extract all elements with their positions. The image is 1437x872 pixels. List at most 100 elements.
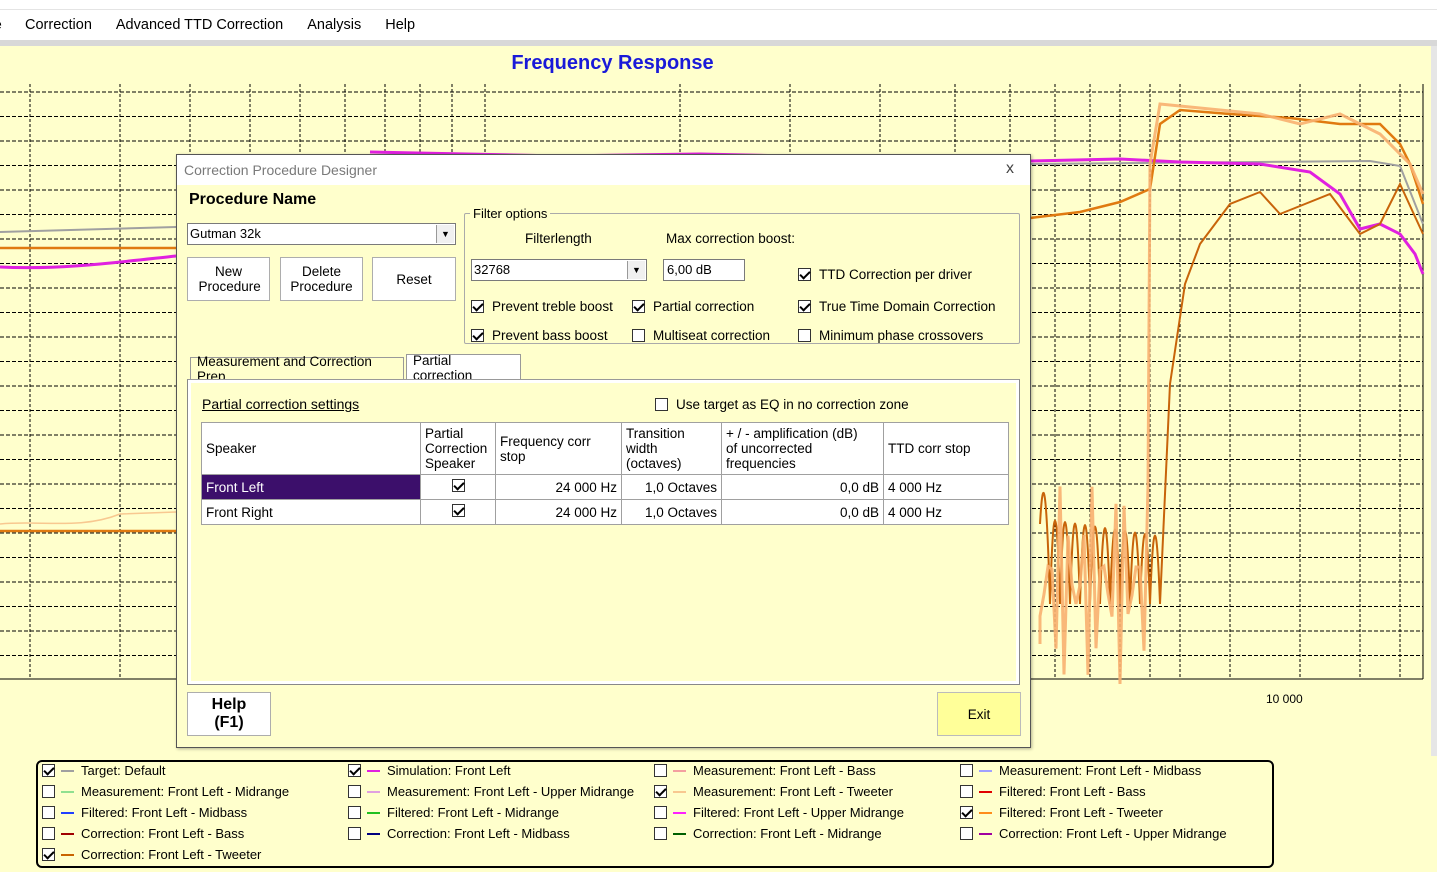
legend-checkbox[interactable] xyxy=(654,785,667,798)
freq-stop-cell[interactable]: 24 000 Hz xyxy=(495,499,622,525)
col-speaker: Speaker xyxy=(201,422,421,475)
partial-correction-table: Speaker Partial Correction Speaker Frequ… xyxy=(201,422,1009,525)
legend-checkbox[interactable] xyxy=(654,764,667,777)
window-top-strip xyxy=(0,0,1437,10)
menu-help[interactable]: Help xyxy=(385,17,416,33)
partial-settings-heading[interactable]: Partial correction settings xyxy=(202,396,360,412)
max-boost-input[interactable]: 6,00 dB xyxy=(663,259,745,281)
use-target-eq-box[interactable] xyxy=(655,398,668,411)
legend-item[interactable]: Correction: Front Left - Tweeter xyxy=(42,847,261,862)
tab-measurement-prep[interactable]: Measurement and Correction Prep xyxy=(190,354,404,384)
close-icon[interactable]: x xyxy=(1006,160,1014,177)
min-phase-box[interactable] xyxy=(798,329,811,342)
legend-swatch xyxy=(367,811,380,814)
legend-item[interactable]: Correction: Front Left - Upper Midrange xyxy=(960,826,1227,841)
legend-label: Measurement: Front Left - Midrange xyxy=(81,784,290,799)
legend-item[interactable]: Filtered: Front Left - Midrange xyxy=(348,805,559,820)
legend-checkbox[interactable] xyxy=(960,806,973,819)
partial-cell[interactable] xyxy=(420,474,496,500)
legend-checkbox[interactable] xyxy=(654,827,667,840)
delete-procedure-button[interactable]: Delete Procedure xyxy=(280,257,363,301)
procedure-select[interactable]: Gutman 32k ▼ xyxy=(187,223,456,245)
filtered-curve xyxy=(1039,181,1424,605)
legend-item[interactable]: Measurement: Front Left - Upper Midrange xyxy=(348,784,634,799)
reset-button[interactable]: Reset xyxy=(372,257,456,301)
legend-item[interactable]: Filtered: Front Left - Bass xyxy=(960,784,1146,799)
legend-item[interactable]: Correction: Front Left - Midbass xyxy=(348,826,570,841)
legend-checkbox[interactable] xyxy=(42,827,55,840)
partial-correction-checkbox[interactable]: Partial correction xyxy=(632,299,754,314)
legend-checkbox[interactable] xyxy=(960,827,973,840)
partial-correction-box[interactable] xyxy=(632,300,645,313)
ttd-per-driver-box[interactable] xyxy=(798,268,811,281)
partial-checkbox[interactable] xyxy=(451,504,465,517)
amplification-cell[interactable]: 0,0 dB xyxy=(721,474,884,500)
amplification-cell[interactable]: 0,0 dB xyxy=(721,499,884,525)
ttd-stop-cell[interactable]: 4 000 Hz xyxy=(883,499,1009,525)
chevron-down-icon[interactable]: ▼ xyxy=(436,225,454,243)
true-time-domain-checkbox[interactable]: True Time Domain Correction xyxy=(798,299,996,314)
legend-checkbox[interactable] xyxy=(42,848,55,861)
menu-advanced-ttd[interactable]: Advanced TTD Correction xyxy=(115,17,284,33)
measurement-curve-left xyxy=(0,511,177,525)
legend-item[interactable]: Filtered: Front Left - Tweeter xyxy=(960,805,1163,820)
min-phase-checkbox[interactable]: Minimum phase crossovers xyxy=(798,328,983,343)
legend-checkbox[interactable] xyxy=(348,827,361,840)
filterlength-select[interactable]: 32768 ▼ xyxy=(471,259,647,281)
dialog-titlebar: Correction Procedure Designer x xyxy=(177,155,1030,185)
partial-checkbox[interactable] xyxy=(451,479,465,492)
new-procedure-button[interactable]: New Procedure xyxy=(187,257,270,301)
col-ttd-stop: TTD corr stop xyxy=(883,422,1009,475)
chevron-down-icon[interactable]: ▼ xyxy=(627,261,645,279)
legend-checkbox[interactable] xyxy=(348,764,361,777)
menu-bar: e Correction Advanced TTD Correction Ana… xyxy=(0,10,1437,40)
legend-checkbox[interactable] xyxy=(42,785,55,798)
exit-button[interactable]: Exit xyxy=(937,692,1021,736)
legend-item[interactable]: Measurement: Front Left - Tweeter xyxy=(654,784,893,799)
procedure-name-label: Procedure Name xyxy=(189,191,317,208)
multiseat-checkbox[interactable]: Multiseat correction xyxy=(632,328,770,343)
prevent-bass-box[interactable] xyxy=(471,329,484,342)
table-row[interactable]: Front Right 24 000 Hz 1,0 Octaves 0,0 dB 4 0… xyxy=(201,499,1009,525)
prevent-treble-box[interactable] xyxy=(471,300,484,313)
legend-checkbox[interactable] xyxy=(42,806,55,819)
legend-item[interactable]: Measurement: Front Left - Midrange xyxy=(42,784,289,799)
use-target-eq-checkbox[interactable]: Use target as EQ in no correction zone xyxy=(655,397,909,412)
legend-item[interactable]: Measurement: Front Left - Midbass xyxy=(960,763,1201,778)
prevent-treble-checkbox[interactable]: Prevent treble boost xyxy=(471,299,613,314)
partial-cell[interactable] xyxy=(420,499,496,525)
menu-edge-fragment: e xyxy=(0,16,2,32)
legend-label: Correction: Front Left - Midbass xyxy=(387,826,570,841)
legend-label: Correction: Front Left - Upper Midrange xyxy=(999,826,1227,841)
legend-label: Correction: Front Left - Midrange xyxy=(693,826,882,841)
legend-item[interactable]: Correction: Front Left - Midrange xyxy=(654,826,882,841)
legend-checkbox[interactable] xyxy=(348,806,361,819)
prevent-bass-checkbox[interactable]: Prevent bass boost xyxy=(471,328,608,343)
menu-correction[interactable]: Correction xyxy=(25,17,92,33)
transition-cell[interactable]: 1,0 Octaves xyxy=(621,474,722,500)
help-button[interactable]: Help (F1) xyxy=(187,692,271,736)
ttd-per-driver-checkbox[interactable]: TTD Correction per driver xyxy=(798,267,972,282)
legend-item[interactable]: Filtered: Front Left - Upper Midrange xyxy=(654,805,904,820)
speaker-cell[interactable]: Front Right xyxy=(201,499,421,525)
legend-checkbox[interactable] xyxy=(960,764,973,777)
menu-analysis[interactable]: Analysis xyxy=(307,17,362,33)
multiseat-box[interactable] xyxy=(632,329,645,342)
filter-options-legend: Filter options xyxy=(470,206,551,221)
ttd-stop-cell[interactable]: 4 000 Hz xyxy=(883,474,1009,500)
transition-cell[interactable]: 1,0 Octaves xyxy=(621,499,722,525)
table-row[interactable]: Front Left 24 000 Hz 1,0 Octaves 0,0 dB 4 00… xyxy=(201,474,1009,500)
true-time-domain-box[interactable] xyxy=(798,300,811,313)
legend-item[interactable]: Measurement: Front Left - Bass xyxy=(654,763,876,778)
legend-checkbox[interactable] xyxy=(960,785,973,798)
freq-stop-cell[interactable]: 24 000 Hz xyxy=(495,474,622,500)
legend-item[interactable]: Filtered: Front Left - Midbass xyxy=(42,805,247,820)
legend-checkbox[interactable] xyxy=(42,764,55,777)
legend-checkbox[interactable] xyxy=(654,806,667,819)
speaker-cell[interactable]: Front Left xyxy=(201,474,421,500)
legend-item[interactable]: Correction: Front Left - Bass xyxy=(42,826,244,841)
tab-partial-correction[interactable]: Partial correction xyxy=(406,353,521,383)
legend-checkbox[interactable] xyxy=(348,785,361,798)
legend-item[interactable]: Target: Default xyxy=(42,763,166,778)
legend-item[interactable]: Simulation: Front Left xyxy=(348,763,511,778)
